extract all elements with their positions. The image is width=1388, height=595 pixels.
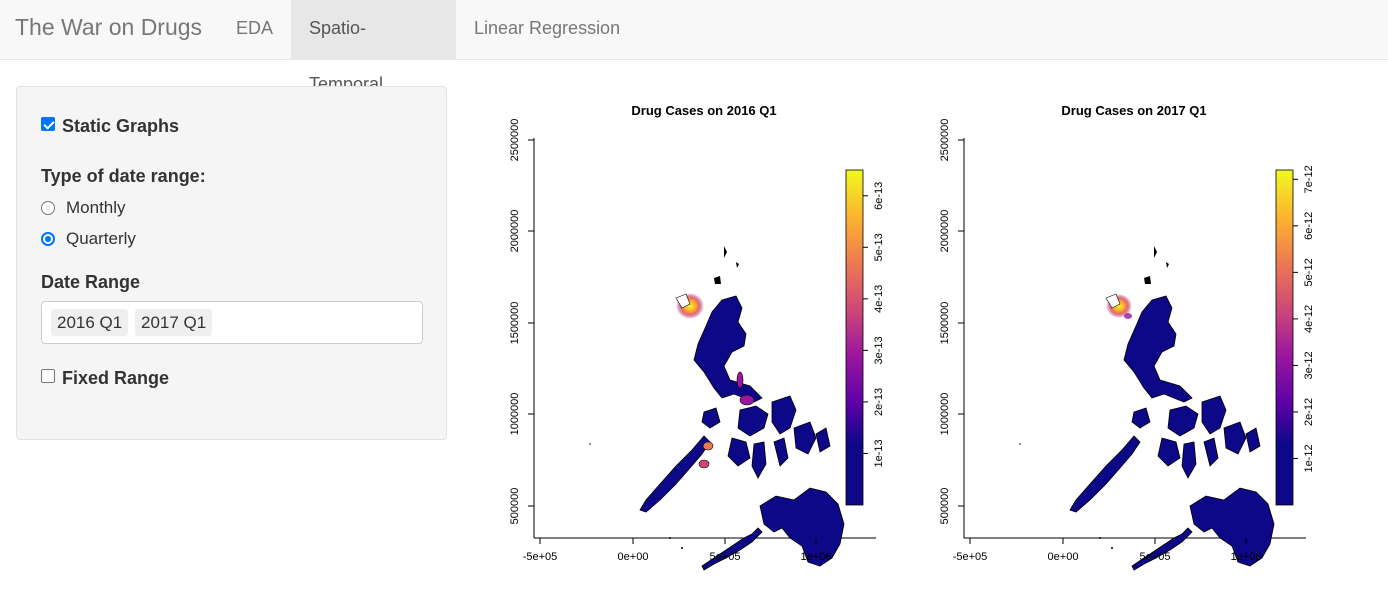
x-tick-label: 1e+06 [801, 551, 832, 563]
colorbar-tick-label: 3e-12 [1303, 351, 1315, 379]
x-tick-label: -5e+05 [523, 551, 558, 563]
colorbar [1275, 169, 1294, 506]
map-title: Drug Cases on 2016 Q1 [631, 103, 776, 118]
colorbar-tick-label: 3e-13 [873, 336, 885, 364]
navbar: The War on Drugs EDA Spatio-Temporal Lin… [0, 0, 1388, 94]
static-graphs-label[interactable]: Static Graphs [62, 116, 180, 136]
colorbar-tick-label: 7e-12 [1303, 165, 1315, 193]
x-tick-label: 5e+05 [1140, 551, 1171, 563]
colorbar-tick-label: 2e-12 [1303, 398, 1315, 426]
quarterly-radio[interactable] [41, 232, 55, 246]
colorbar-tick-label: 4e-12 [1303, 305, 1315, 333]
y-tick-label: 1500000 [939, 302, 951, 345]
colorbar-tick-label: 1e-12 [1303, 444, 1315, 472]
colorbar-tick-label: 4e-13 [873, 285, 885, 313]
x-tick-label: 0e+00 [1048, 551, 1079, 563]
tab-linear-regression[interactable]: Linear Regression [474, 18, 621, 38]
hotspot-visayas [739, 394, 755, 406]
x-tick-label: 1e+06 [1231, 551, 1262, 563]
y-tick-label: 2000000 [939, 210, 951, 253]
x-tick-label: -5e+05 [953, 551, 988, 563]
colorbar-tick-label: 2e-13 [873, 388, 885, 416]
map-plot-2017q1: Drug Cases on 2017 Q1 1e-12 2e-12 3e-12 4e-… [920, 90, 1350, 590]
y-tick-label: 1500000 [509, 302, 521, 345]
fixed-range-checkbox[interactable] [41, 369, 55, 383]
colorbar [845, 169, 864, 506]
map-plot-2016q1: Drug Cases on 2016 Q1 1e-13 2e-13 3e-13 4e-… [490, 90, 920, 590]
map-title: Drug Cases on 2017 Q1 [1061, 103, 1206, 118]
app-brand[interactable]: The War on Drugs [15, 14, 203, 40]
y-tick-label: 500000 [939, 488, 951, 525]
y-tick-label: 500000 [509, 488, 521, 525]
quarterly-label[interactable]: Quarterly [66, 229, 136, 248]
colorbar-tick-label: 6e-13 [873, 182, 885, 210]
static-graphs-checkbox[interactable] [41, 117, 55, 131]
date-range-input[interactable]: 2016 Q1 2017 Q1 [41, 301, 423, 344]
colorbar-tick-label: 1e-13 [873, 439, 885, 467]
y-tick-label: 2500000 [509, 119, 521, 162]
sidebar-panel: Static Graphs Type of date range: Monthl… [16, 86, 447, 440]
date-type-heading: Type of date range: [41, 166, 206, 186]
hotspot-mindanao-west [702, 441, 714, 451]
date-range-end-chip[interactable]: 2017 Q1 [135, 309, 213, 336]
y-tick-label: 1000000 [509, 393, 521, 436]
colorbar-tick-label: 6e-12 [1303, 212, 1315, 240]
monthly-label[interactable]: Monthly [66, 198, 126, 217]
date-range-start-chip[interactable]: 2016 Q1 [51, 309, 129, 336]
y-tick-label: 2000000 [509, 210, 521, 253]
colorbar-tick-label: 5e-13 [873, 233, 885, 261]
y-tick-label: 2500000 [939, 119, 951, 162]
fixed-range-label[interactable]: Fixed Range [62, 368, 170, 388]
x-tick-label: 5e+05 [710, 551, 741, 563]
colorbar-tick-label: 5e-12 [1303, 258, 1315, 286]
monthly-radio[interactable] [41, 201, 55, 215]
tab-eda[interactable]: EDA [236, 18, 274, 38]
tab-spatio-temporal[interactable]: Spatio-Temporal [291, 0, 456, 94]
date-range-heading: Date Range [41, 272, 141, 292]
y-tick-label: 1000000 [939, 393, 951, 436]
x-tick-label: 0e+00 [618, 551, 649, 563]
